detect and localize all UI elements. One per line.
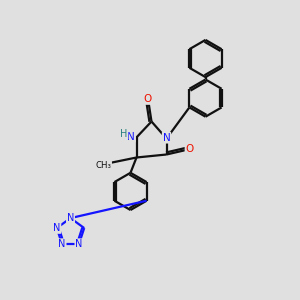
Text: N: N: [53, 223, 61, 233]
Text: H: H: [120, 129, 128, 139]
Text: O: O: [143, 94, 152, 104]
Text: N: N: [127, 131, 135, 142]
Text: N: N: [163, 133, 170, 143]
Text: N: N: [58, 239, 66, 249]
Text: N: N: [75, 239, 83, 249]
Text: N: N: [67, 213, 74, 223]
Text: CH₃: CH₃: [95, 160, 111, 169]
Text: O: O: [185, 144, 194, 154]
